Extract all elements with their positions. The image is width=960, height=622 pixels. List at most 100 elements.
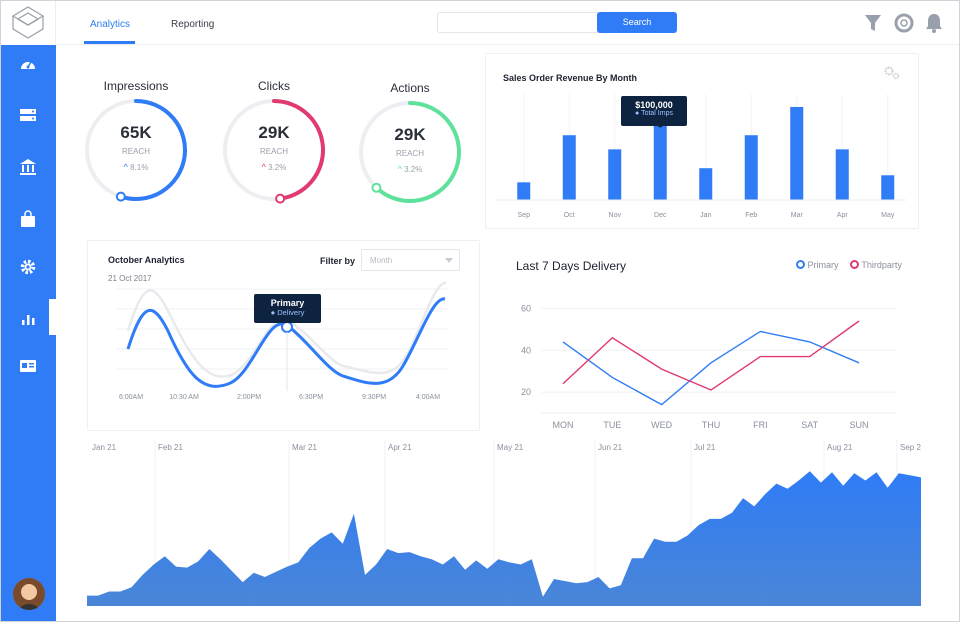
- revenue-x-label: Sep: [518, 212, 531, 219]
- revenue-x-label: May: [881, 212, 895, 219]
- area-month-label: Sep 21: [900, 443, 921, 452]
- trend-up-icon: ^: [261, 162, 266, 172]
- delivery-title: Last 7 Days Delivery: [516, 259, 627, 273]
- tooltip-title: Primary: [270, 298, 305, 308]
- kpi-value: 29K: [394, 125, 426, 144]
- kpi-reach-label: REACH: [121, 147, 150, 156]
- area-month-label: Aug 21: [827, 443, 853, 452]
- top-bar: Analytics Reporting Search: [56, 1, 959, 45]
- kpi-ring-progress: [118, 99, 187, 201]
- delivery-x-label: FRI: [753, 420, 768, 430]
- delivery-x-label: SUN: [849, 420, 868, 430]
- tooltip-value: $100,000: [635, 100, 673, 110]
- search-input[interactable]: [437, 12, 599, 33]
- revenue-x-label: Dec: [654, 212, 667, 219]
- revenue-bar: [653, 123, 667, 200]
- kpi-ring-progress: [272, 99, 325, 201]
- area-chart: Jan 21 Feb 21 Mar 21 Apr 21 May 21 Jun 21 Jul …: [87, 439, 921, 606]
- tab-reporting[interactable]: Reporting: [171, 19, 215, 30]
- revenue-x-label: Feb: [745, 212, 757, 219]
- delivery-line-primary: [562, 330, 860, 406]
- kpi-change-row: ^ 3.2%: [355, 164, 465, 174]
- october-x-label: 6:00AM: [119, 394, 143, 401]
- kpi-change: 3.2%: [404, 165, 423, 174]
- trend-up-icon: ^: [123, 162, 128, 172]
- filter-icon[interactable]: [861, 11, 885, 35]
- search-button[interactable]: Search: [597, 12, 677, 33]
- october-x-label: 10:30 AM: [169, 394, 199, 401]
- delivery-line-thirdparty: [562, 320, 860, 391]
- kpi-ring-knob: [115, 191, 126, 202]
- kpi-value: 29K: [258, 123, 290, 142]
- revenue-title: Sales Order Revenue By Month: [503, 73, 638, 83]
- october-x-label: 4:00AM: [416, 394, 440, 401]
- kpi-card-actions: Actions 29K REACH ^ 3.2%: [355, 81, 465, 213]
- revenue-bar: [881, 175, 895, 200]
- logo-icon: [11, 6, 45, 39]
- bar-chart-icon[interactable]: [18, 308, 38, 328]
- server-icon[interactable]: [18, 106, 38, 126]
- delivery-x-label: WED: [651, 420, 672, 430]
- settings-icon[interactable]: [883, 64, 901, 82]
- kpi-ring-knob: [275, 193, 286, 204]
- kpi-reach-label: REACH: [259, 147, 288, 156]
- area-month-label: Jul 21: [694, 443, 716, 452]
- kpi-ring: [223, 99, 325, 204]
- filter-label: Filter by: [320, 256, 356, 266]
- revenue-bar: [517, 182, 531, 200]
- legend-primary-icon: [796, 260, 805, 269]
- kpi-change: 3.2%: [268, 163, 287, 172]
- kpi-ring: [359, 101, 461, 203]
- october-tooltip: Primary ● Delivery: [254, 294, 321, 323]
- kpi-title: Impressions: [103, 79, 169, 93]
- legend-thirdparty: Thirdparty: [861, 260, 902, 270]
- october-date: 21 Oct 2017: [108, 274, 152, 283]
- legend-thirdparty-icon: [850, 260, 860, 269]
- delivery-y-label: 20: [521, 387, 531, 397]
- sidebar: [1, 45, 56, 621]
- bell-icon[interactable]: [922, 11, 946, 35]
- app-logo[interactable]: [1, 1, 56, 45]
- avatar[interactable]: [13, 578, 45, 610]
- tooltip-label: Total Imps: [641, 110, 673, 117]
- revenue-x-label: Nov: [609, 212, 622, 219]
- filter-select[interactable]: Month: [361, 249, 460, 271]
- delivery-x-label: THU: [702, 420, 721, 430]
- delivery-x-label: MON: [553, 420, 574, 430]
- tooltip-delivery: Delivery: [277, 308, 305, 317]
- revenue-x-label: Mar: [791, 212, 804, 219]
- kpi-title: Clicks: [258, 79, 290, 93]
- kpi-ring: [85, 99, 187, 202]
- tooltip-label-row: ● Total Imps: [635, 110, 673, 117]
- kpi-reach-label: REACH: [395, 149, 424, 158]
- id-card-icon[interactable]: [18, 356, 38, 376]
- revenue-bar: [790, 106, 804, 200]
- revenue-bar: [744, 135, 758, 200]
- area-fill: [87, 471, 921, 606]
- kpi-change-row: ^ 8.1%: [81, 162, 191, 172]
- tab-analytics[interactable]: Analytics: [90, 19, 131, 30]
- delivery-panel: Last 7 Days Delivery Primary Thirdparty …: [491, 241, 921, 436]
- area-month-label: Feb 21: [158, 443, 183, 452]
- delivery-y-label: 40: [521, 345, 531, 355]
- chevron-down-icon: [445, 258, 453, 263]
- october-x-label: 9:30PM: [362, 394, 386, 401]
- kpi-card-clicks: Clicks 29K REACH ^ 3.2%: [219, 79, 329, 211]
- lifebuoy-icon[interactable]: [892, 11, 916, 35]
- area-month-label: May 21: [497, 443, 524, 452]
- revenue-tooltip: $100,000 ● Total Imps: [621, 96, 687, 126]
- revenue-x-label: Apr: [837, 212, 849, 219]
- legend-primary: Primary: [807, 260, 839, 270]
- bag-icon[interactable]: [18, 209, 38, 229]
- dashboard-icon[interactable]: [18, 55, 38, 75]
- gear-icon[interactable]: [18, 257, 38, 277]
- kpi-title: Actions: [390, 81, 430, 95]
- bank-icon[interactable]: [18, 157, 38, 177]
- october-x-label: 2:00PM: [237, 394, 261, 401]
- kpi-card-impressions: Impressions 65K REACH ^ 8.1%: [81, 79, 191, 211]
- delivery-x-label: TUE: [603, 420, 621, 430]
- area-month-label: Jan 21: [92, 443, 117, 452]
- revenue-bar: [699, 168, 713, 200]
- revenue-x-label: Jan: [700, 212, 711, 219]
